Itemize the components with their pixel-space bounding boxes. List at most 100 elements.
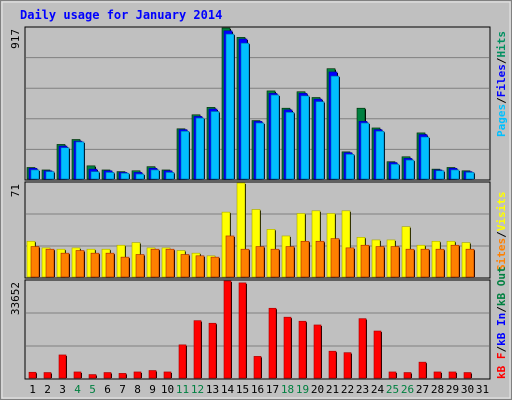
x-tick-label: 8 xyxy=(134,383,141,396)
bar-sites xyxy=(360,244,370,278)
bar-kb-f xyxy=(43,372,52,379)
bar-sites xyxy=(210,256,220,278)
bar-sites xyxy=(30,246,40,278)
bar-kb-f xyxy=(283,316,292,379)
bar-sites xyxy=(450,244,460,278)
bar-kb-f xyxy=(358,318,367,379)
x-tick-label: 20 xyxy=(311,383,324,396)
bar-pages xyxy=(105,172,115,180)
bar-kb-f xyxy=(433,371,442,379)
x-tick-label: 23 xyxy=(356,383,369,396)
bar-pages xyxy=(465,172,475,180)
bar-sites xyxy=(270,248,280,278)
bar-sites xyxy=(45,248,55,278)
x-tick-label: 16 xyxy=(251,383,264,396)
bar-sites xyxy=(135,254,145,278)
x-tick-label: 30 xyxy=(461,383,474,396)
x-axis-labels: 1 2 3 4 5 6 7 8 9 10 11 12 13 14 15 16 17 18 19 20 21 22 23 24 2… xyxy=(29,383,489,396)
legend-separator: / xyxy=(495,306,508,313)
bar-pages xyxy=(225,33,235,180)
panel-visits-sites: 71 Sites/Visits xyxy=(9,181,508,279)
bar-kb-f xyxy=(208,322,217,379)
x-tick-label: 26 xyxy=(401,383,414,396)
bar-kb-f xyxy=(178,344,187,379)
x-tick-label: 29 xyxy=(446,383,459,396)
bar-kb-f xyxy=(133,371,142,379)
x-tick-label: 22 xyxy=(341,383,354,396)
bar-sites xyxy=(120,256,130,278)
bar-pages xyxy=(90,171,100,180)
bar-kb-f xyxy=(88,374,97,379)
bar-sites xyxy=(300,240,310,278)
x-tick-label: 7 xyxy=(119,383,126,396)
panel-legend: kB F/kB In/kB Out xyxy=(495,266,508,379)
bar-sites xyxy=(75,250,85,278)
x-tick-label: 27 xyxy=(416,383,429,396)
legend-item: Sites xyxy=(495,238,508,271)
bar-sites xyxy=(195,255,205,278)
legend-item: kB In xyxy=(495,313,508,346)
bar-sites xyxy=(345,247,355,278)
bar-kb-f xyxy=(223,280,232,379)
x-tick-label: 9 xyxy=(149,383,156,396)
x-tick-label: 5 xyxy=(89,383,96,396)
panel-legend: Sites/Visits xyxy=(495,192,508,272)
x-tick-label: 31 xyxy=(476,383,489,396)
bar-pages xyxy=(420,136,430,180)
bar-sites xyxy=(105,252,115,278)
panel-max-label: 33652 xyxy=(9,282,22,315)
x-tick-label: 3 xyxy=(59,383,66,396)
bar-kb-f xyxy=(328,350,337,379)
bar-kb-f xyxy=(418,361,427,379)
legend-item: Visits xyxy=(495,192,508,232)
x-tick-label: 2 xyxy=(44,383,51,396)
x-tick-label: 18 xyxy=(281,383,294,396)
bar-pages xyxy=(450,169,460,180)
bar-kb-f xyxy=(238,282,247,379)
bar-pages xyxy=(285,112,295,180)
bar-kb-f xyxy=(118,373,127,379)
bar-sites xyxy=(405,248,415,278)
x-tick-label: 1 xyxy=(29,383,36,396)
bar-kb-f xyxy=(463,372,472,379)
bar-pages xyxy=(30,169,40,180)
bar-pages xyxy=(315,101,325,180)
bar-pages xyxy=(150,169,160,180)
bar-pages xyxy=(75,141,85,180)
bar-kb-f xyxy=(163,371,172,379)
bar-sites xyxy=(330,238,340,278)
x-tick-label: 15 xyxy=(236,383,249,396)
bar-kb-f xyxy=(148,370,157,379)
legend-separator: / xyxy=(495,346,508,353)
bar-sites xyxy=(240,248,250,278)
legend-item: kB Out xyxy=(495,266,508,306)
bar-sites xyxy=(60,252,70,278)
x-tick-label: 21 xyxy=(326,383,339,396)
x-tick-label: 10 xyxy=(161,383,174,396)
bar-pages xyxy=(135,173,145,180)
legend-item: kB F xyxy=(495,353,508,380)
bar-sites xyxy=(390,246,400,278)
legend-separator: / xyxy=(495,97,508,104)
bar-kb-f xyxy=(343,352,352,379)
bar-sites xyxy=(465,248,475,278)
x-tick-label: 28 xyxy=(431,383,444,396)
bar-kb-f xyxy=(103,372,112,379)
bar-sites xyxy=(285,246,295,278)
legend-item: Files xyxy=(495,64,508,97)
bar-sites xyxy=(435,248,445,278)
bar-pages xyxy=(375,130,385,180)
bar-sites xyxy=(90,252,100,278)
bar-pages xyxy=(390,163,400,180)
x-tick-label: 24 xyxy=(371,383,385,396)
bar-pages xyxy=(195,117,205,180)
bar-kb-f xyxy=(313,324,322,379)
bar-kb-f xyxy=(193,320,202,379)
bar-pages xyxy=(240,42,250,180)
bar-sites xyxy=(315,240,325,278)
bar-sites xyxy=(255,246,265,278)
bar-pages xyxy=(300,95,310,180)
